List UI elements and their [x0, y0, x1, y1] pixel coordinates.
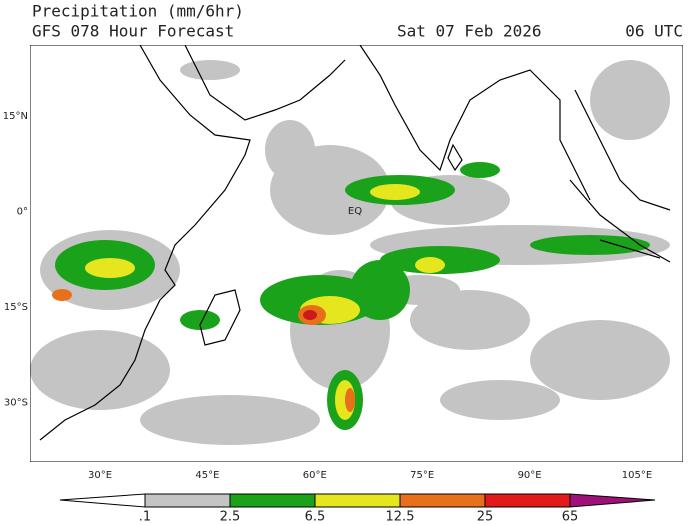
equator-label: EQ — [348, 206, 362, 217]
lat-labels: 15°N 0° 15°S 30°S — [3, 111, 28, 409]
colorbar-label: 65 — [562, 510, 579, 525]
lon-label: 105°E — [622, 470, 652, 481]
colorbar-label: .1 — [139, 510, 151, 525]
coastlines — [39, 45, 671, 441]
colorbar — [59, 493, 656, 508]
title: Precipitation (mm/6hr) — [32, 2, 244, 21]
date: Sat 07 Feb 2026 — [397, 22, 542, 41]
lat-label: 15°N — [3, 111, 28, 122]
time: 06 UTC — [625, 22, 683, 41]
colorbar-label: 12.5 — [386, 510, 415, 525]
lon-label: 90°E — [518, 470, 542, 481]
extreme-precip — [303, 310, 317, 320]
lon-label: 30°E — [88, 470, 112, 481]
map-area: EQ — [30, 45, 683, 462]
lon-label: 60°E — [303, 470, 327, 481]
lon-label: 45°E — [195, 470, 219, 481]
lat-label: 0° — [17, 207, 28, 218]
lat-label: 15°S — [4, 302, 28, 313]
lon-label: 75°E — [410, 470, 434, 481]
colorbar-label: 25 — [477, 510, 494, 525]
very-heavy-precip — [52, 289, 355, 412]
lat-label: 30°S — [4, 398, 28, 409]
colorbar-labels: .1 2.5 6.5 12.5 25 65 — [139, 510, 578, 525]
colorbar-label: 6.5 — [305, 510, 326, 525]
lon-labels: 30°E 45°E 60°E 75°E 90°E 105°E — [88, 470, 652, 481]
colorbar-label: 2.5 — [220, 510, 241, 525]
subtitle: GFS 078 Hour Forecast — [32, 22, 234, 41]
